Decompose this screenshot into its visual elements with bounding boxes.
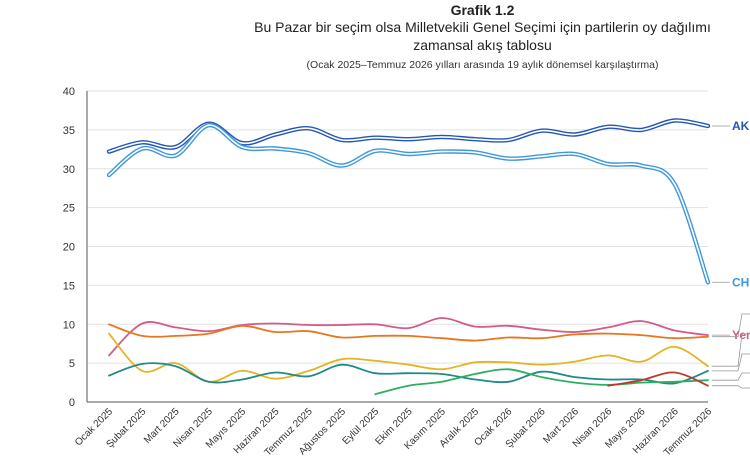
- chart-title: Bu Pazar bir seçim olsa Milletvekili Gen…: [0, 18, 750, 54]
- y-tick-label: 40: [63, 86, 75, 98]
- y-tick-label: 15: [63, 280, 75, 292]
- series-layer: [106, 118, 711, 396]
- series-line: [607, 371, 709, 387]
- y-tick-label: 10: [63, 319, 75, 331]
- series-end-label: Yen: [732, 328, 750, 342]
- y-tick-label: 30: [63, 164, 75, 176]
- grid: [87, 90, 708, 364]
- label-connector: [712, 353, 750, 372]
- y-tick-label: 5: [69, 358, 75, 370]
- label-connector: [712, 333, 750, 367]
- series-line-highlight: [108, 119, 709, 153]
- series-line: [108, 332, 709, 383]
- y-axis: 0 5 10 15 20 25 30 35 40: [63, 86, 88, 409]
- y-tick-label: 0: [69, 397, 75, 409]
- series-line-outline: [106, 123, 711, 285]
- label-connector: [712, 313, 750, 338]
- label-connector: [712, 385, 750, 389]
- series-line: [108, 362, 709, 385]
- y-tick-label: 25: [63, 203, 75, 215]
- chart-period-note: (Ocak 2025–Temmuz 2026 yılları arasında …: [306, 59, 659, 71]
- y-tick-label: 20: [63, 242, 75, 254]
- series-line-outline: [106, 118, 711, 154]
- end-labels: AK CH Yen: [712, 119, 750, 389]
- series-end-label: AK: [732, 119, 750, 133]
- series-end-label: CH: [732, 275, 749, 289]
- label-connector: [712, 372, 750, 381]
- series-line: [374, 368, 709, 396]
- series-line: [108, 317, 709, 357]
- chart-title-line-1: Bu Pazar bir seçim olsa Milletvekili Gen…: [254, 19, 711, 35]
- chart-figure-number: Grafik 1.2: [450, 2, 515, 18]
- series-line: [108, 323, 709, 342]
- series-line-highlight: [108, 124, 709, 284]
- y-tick-label: 35: [63, 125, 75, 137]
- chart-title-line-2: zamansal akış tablosu: [413, 37, 552, 53]
